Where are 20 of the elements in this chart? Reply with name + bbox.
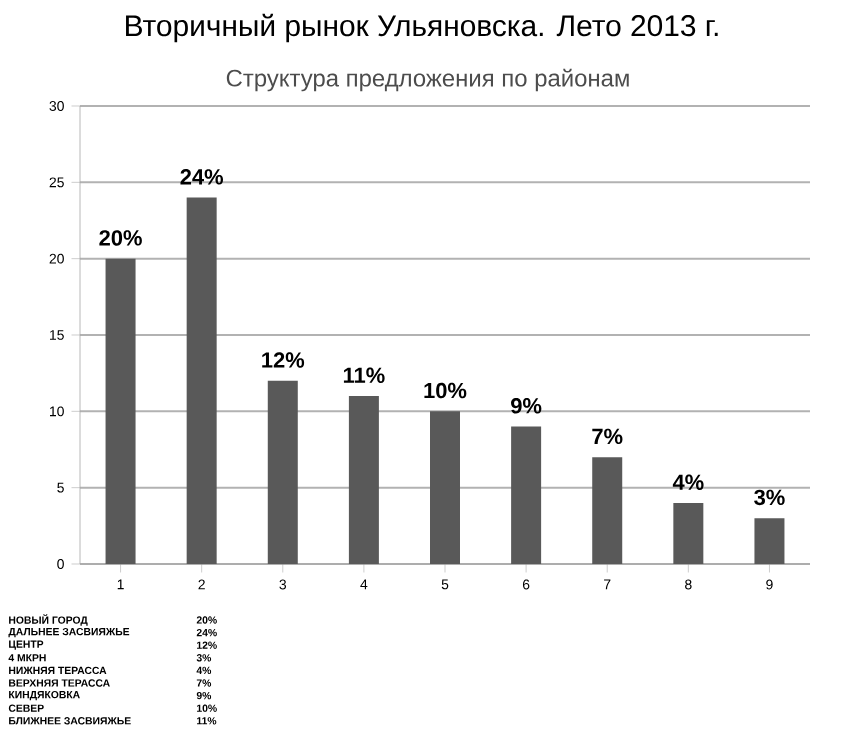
chart-title: Вторичный рынок Ульяновска. Лето 2013 г.	[126, 13, 718, 43]
bar	[186, 197, 217, 564]
data-label: 12%	[262, 352, 305, 368]
bar	[348, 396, 379, 564]
bar	[673, 502, 704, 564]
data-label: 10%	[424, 382, 467, 399]
bar	[267, 380, 298, 564]
chart-subtitle: Структура предложения по районам	[226, 68, 629, 92]
data-label: 11%	[343, 367, 385, 384]
bar	[511, 426, 542, 564]
data-label: 20%	[99, 230, 142, 246]
data-label: 7%	[592, 428, 623, 445]
bar	[105, 258, 136, 564]
data-label: 9%	[511, 398, 542, 414]
data-label: 24%	[180, 169, 224, 185]
data-label: 3%	[754, 489, 785, 506]
data-label: 4%	[672, 474, 704, 490]
bar	[430, 411, 460, 564]
bar	[592, 457, 623, 564]
bar	[754, 518, 785, 564]
